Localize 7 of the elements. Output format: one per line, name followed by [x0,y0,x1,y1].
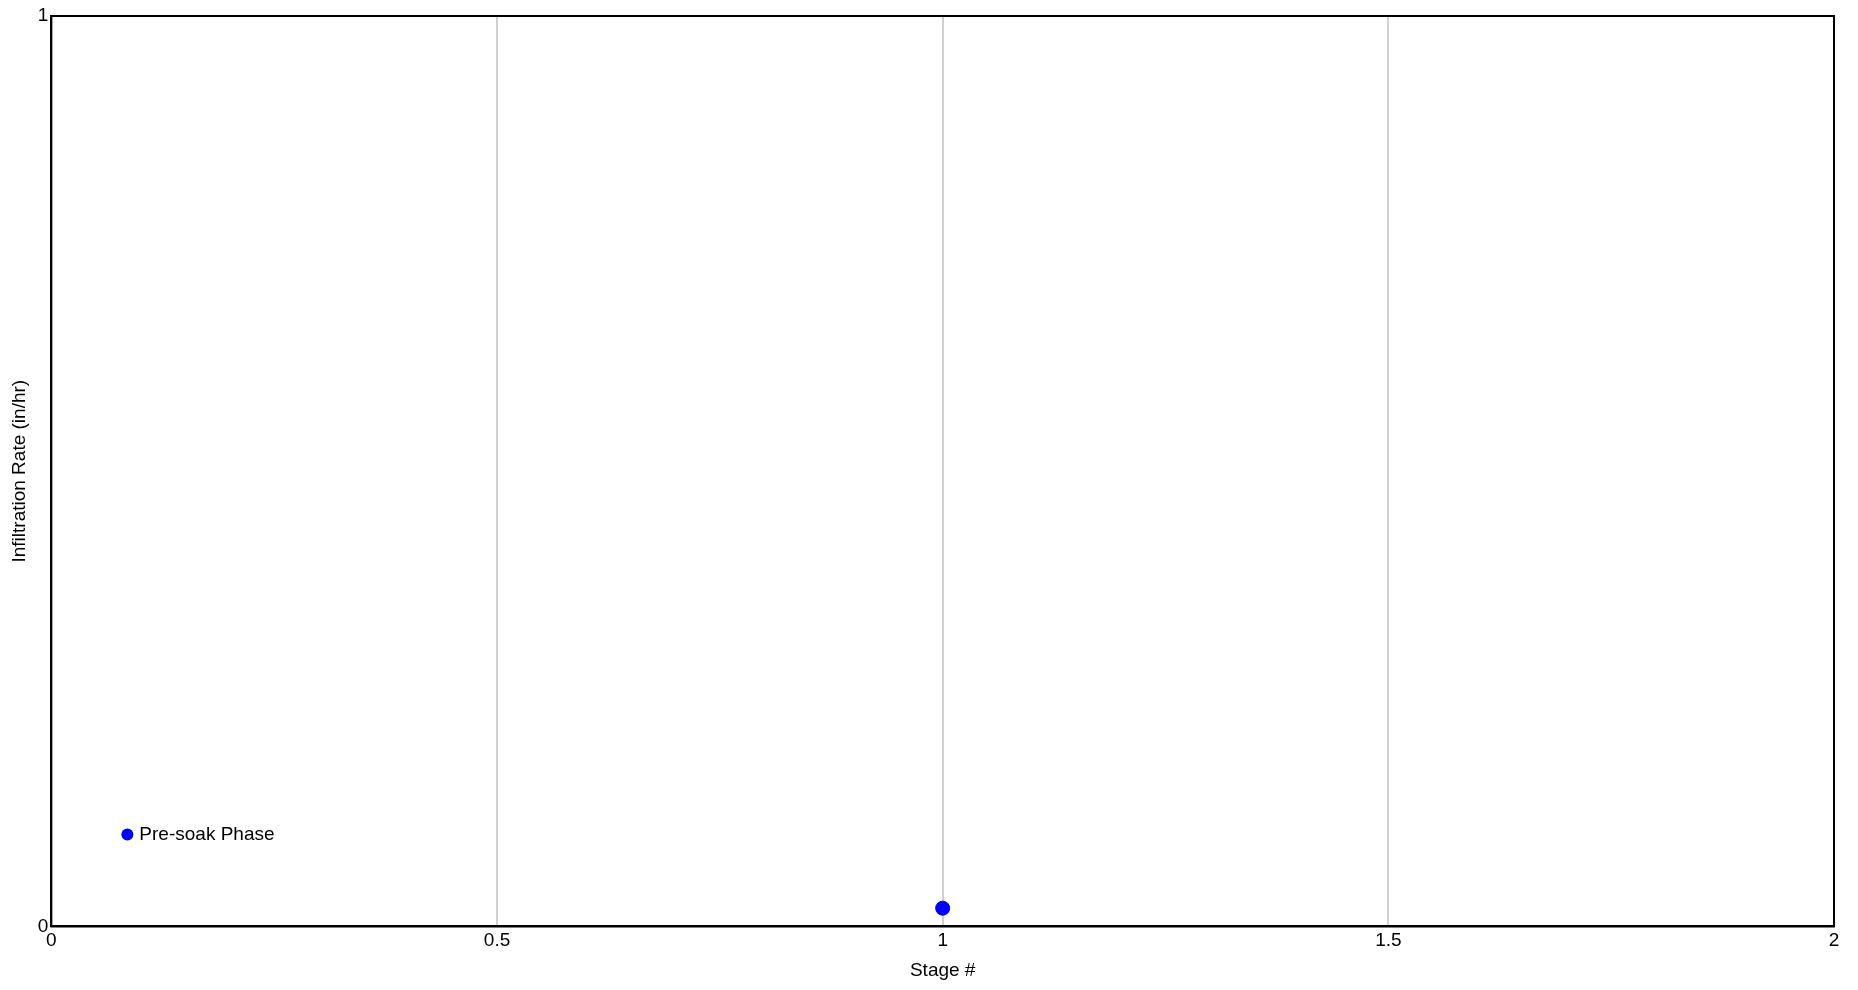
x-axis-title: Stage # [909,958,976,980]
x-tick-label: 1 [937,929,948,951]
legend-label: Pre-soak Phase [139,822,275,844]
y-axis-title: Infiltration Rate (in/hr) [7,379,29,563]
x-tick-label: 2 [1828,929,1840,951]
x-tick-label: 0.5 [483,929,511,951]
x-tick-label: 1.5 [1375,929,1402,951]
